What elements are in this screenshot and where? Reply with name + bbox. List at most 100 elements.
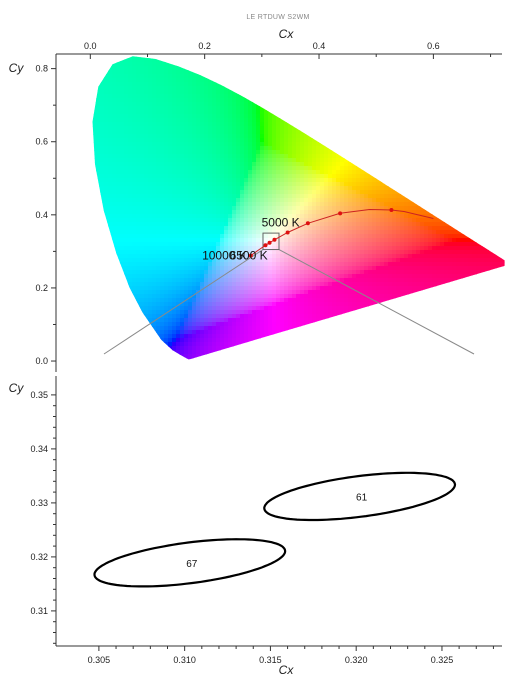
gamut-cell — [232, 62, 237, 67]
gamut-cell — [232, 56, 237, 59]
gamut-cell — [112, 354, 117, 359]
gamut-cell — [124, 226, 129, 231]
gamut-cell — [220, 202, 225, 207]
gamut-cell — [200, 82, 205, 87]
gamut-cell — [296, 206, 301, 211]
gamut-cell — [208, 138, 213, 143]
gamut-cell — [148, 342, 153, 347]
gamut-cell — [308, 178, 313, 183]
gamut-cell — [312, 158, 317, 163]
gamut-cell — [304, 354, 309, 359]
gamut-cell — [232, 210, 237, 215]
gamut-cell — [288, 358, 293, 360]
gamut-cell — [112, 194, 117, 199]
gamut-cell — [288, 266, 293, 271]
gamut-cell — [124, 302, 129, 307]
gamut-cell — [264, 114, 269, 119]
gamut-cell — [200, 318, 205, 323]
gamut-cell — [136, 190, 141, 195]
gamut-cell — [332, 150, 337, 155]
gamut-cell — [156, 56, 161, 59]
gamut-cell — [288, 322, 293, 327]
gamut-cell — [340, 334, 345, 339]
gamut-cell — [344, 278, 349, 283]
gamut-cell — [184, 250, 189, 255]
gamut-cell — [272, 86, 277, 91]
gamut-cell — [120, 262, 125, 267]
gamut-cell — [300, 56, 305, 59]
gamut-cell — [316, 266, 321, 271]
gamut-cell — [284, 150, 289, 155]
gamut-cell — [296, 154, 301, 159]
gamut-cell — [172, 282, 177, 287]
gamut-cell — [296, 170, 301, 175]
gamut-cell — [328, 66, 333, 71]
gamut-cell — [140, 118, 145, 123]
gamut-cell — [164, 66, 169, 71]
gamut-cell — [128, 206, 133, 211]
gamut-cell — [184, 170, 189, 175]
gamut-cell — [104, 314, 109, 319]
gamut-cell — [220, 234, 225, 239]
gamut-cell — [96, 102, 101, 107]
gamut-cell — [236, 310, 241, 315]
gamut-cell — [144, 174, 149, 179]
gamut-cell — [180, 162, 185, 167]
gamut-cell — [196, 182, 201, 187]
gamut-cell — [272, 358, 277, 360]
gamut-cell — [200, 210, 205, 215]
gamut-cell — [276, 350, 281, 355]
gamut-cell — [312, 202, 317, 207]
gamut-cell — [256, 146, 261, 151]
gamut-cell — [124, 198, 129, 203]
gamut-cell — [100, 56, 105, 59]
gamut-cell — [212, 334, 217, 339]
gamut-cell — [280, 346, 285, 351]
gamut-cell — [332, 226, 337, 231]
gamut-cell — [284, 326, 289, 331]
gamut-cell — [216, 86, 221, 91]
gamut-cell — [324, 146, 329, 151]
gamut-cell — [180, 322, 185, 327]
gamut-cell — [284, 226, 289, 231]
gamut-cell — [160, 162, 165, 167]
gamut-cell — [328, 210, 333, 215]
gamut-cell — [248, 162, 253, 167]
gamut-cell — [296, 274, 301, 279]
gamut-cell — [276, 318, 281, 323]
gamut-cell — [284, 282, 289, 287]
gamut-cell — [276, 106, 281, 111]
gamut-cell — [328, 182, 333, 187]
gamut-cell — [268, 126, 273, 131]
gamut-cell — [192, 338, 197, 343]
gamut-cell — [112, 306, 117, 311]
gamut-cell — [188, 290, 193, 295]
gamut-cell — [304, 182, 309, 187]
gamut-cell — [140, 186, 145, 191]
gamut-cell — [248, 158, 253, 163]
gamut-cell — [128, 226, 133, 231]
gamut-cell — [192, 102, 197, 107]
gamut-cell — [292, 102, 297, 107]
gamut-cell — [168, 226, 173, 231]
gamut-cell — [304, 142, 309, 147]
gamut-cell — [308, 186, 313, 191]
gamut-cell — [320, 318, 325, 323]
gamut-cell — [340, 198, 345, 203]
gamut-cell — [284, 114, 289, 119]
gamut-cell — [332, 310, 337, 315]
gamut-cell — [324, 138, 329, 143]
gamut-cell — [220, 138, 225, 143]
gamut-cell — [172, 270, 177, 275]
gamut-cell — [180, 94, 185, 99]
gamut-cell — [308, 154, 313, 159]
gamut-cell — [328, 58, 333, 63]
gamut-cell — [292, 242, 297, 247]
gamut-cell — [316, 346, 321, 351]
gamut-cell — [156, 262, 161, 267]
gamut-cell — [96, 122, 101, 127]
gamut-cell — [220, 162, 225, 167]
gamut-cell — [248, 246, 253, 251]
gamut-cell — [240, 282, 245, 287]
gamut-cell — [180, 58, 185, 63]
